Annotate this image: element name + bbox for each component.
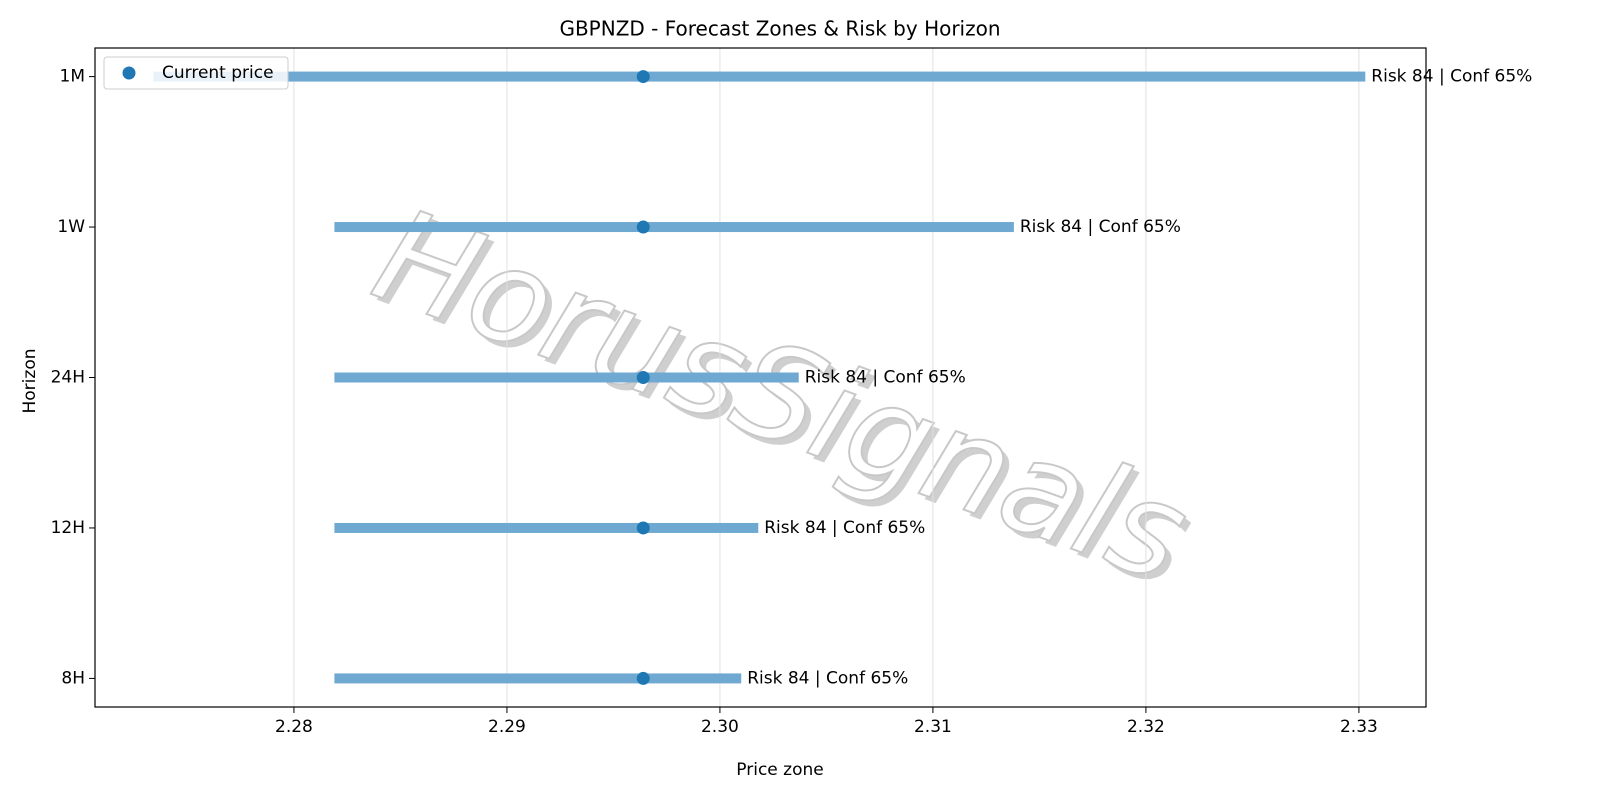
current-price-dot — [636, 70, 650, 84]
annotation: Risk 84 | Conf 65% — [805, 368, 966, 388]
x-tick-label: 2.29 — [488, 717, 526, 737]
y-axis-label: Horizon — [20, 349, 40, 414]
current-price-dot — [636, 521, 650, 535]
plot-frame — [94, 47, 1427, 708]
range-bar — [334, 222, 1014, 233]
y-tick-label: 1M — [60, 67, 85, 87]
y-tick-label: 24H — [51, 368, 85, 388]
x-axis-label: Price zone — [736, 760, 823, 780]
annotation: Risk 84 | Conf 65% — [1020, 217, 1181, 237]
range-bar — [334, 522, 759, 533]
y-tick-label: 12H — [51, 518, 85, 538]
range-bar — [334, 673, 742, 684]
current-price-dot — [636, 371, 650, 384]
plot: 2.28 2.29 2.30 2.31 2.32 2.33 8H Risk 84 | Conf… — [51, 47, 1532, 737]
legend-label: Current price — [162, 63, 274, 83]
legend-marker — [122, 66, 136, 80]
y-tick-label: 8H — [61, 668, 85, 688]
x-tick-label: 2.31 — [914, 717, 952, 737]
annotation: Risk 84 | Conf 65% — [764, 518, 925, 538]
annotation: Risk 84 | Conf 65% — [1371, 67, 1532, 87]
legend: Current price — [103, 56, 289, 90]
annotation: Risk 84 | Conf 65% — [747, 668, 908, 688]
current-price-dot — [636, 220, 650, 234]
x-tick-label: 2.32 — [1127, 717, 1165, 737]
current-price-dot — [636, 671, 650, 685]
chart-title: GBPNZD - Forecast Zones & Risk by Horizo… — [559, 17, 1000, 41]
legend-box — [103, 56, 289, 90]
x-tick-label: 2.28 — [275, 717, 313, 737]
y-tick-label: 1W — [57, 217, 85, 237]
x-tick-label: 2.33 — [1340, 717, 1378, 737]
range-bar — [334, 372, 799, 383]
range-bar — [153, 71, 1366, 82]
x-tick-label: 2.30 — [701, 717, 739, 737]
